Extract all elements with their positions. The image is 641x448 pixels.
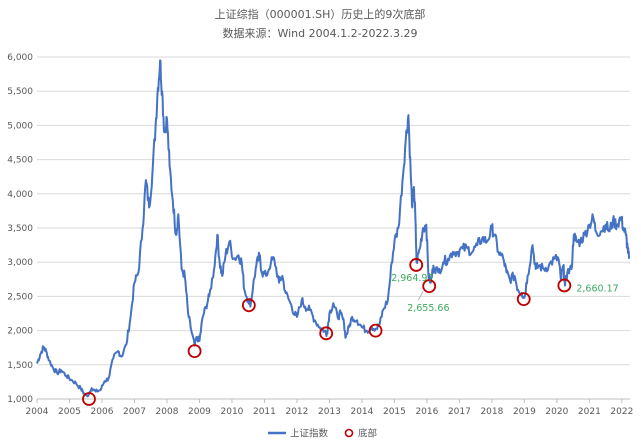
x-tick-label: 2014 (350, 407, 373, 417)
x-tick-label: 2019 (513, 407, 536, 417)
legend-label-marker: 底部 (358, 428, 377, 440)
bottom-marker (557, 278, 572, 293)
legend-marker-swatch (344, 428, 354, 438)
chart-subtitle: 数据来源：Wind 2004.1.2-2022.3.29 (222, 26, 417, 40)
x-tick-label: 2013 (318, 407, 341, 417)
bottom-markers (82, 258, 572, 406)
x-tick-label: 2011 (253, 407, 276, 417)
y-tick-label: 6,000 (7, 53, 33, 63)
y-tick-label: 1,000 (7, 395, 33, 405)
bottom-marker (409, 258, 424, 272)
x-tick-label: 2020 (545, 407, 568, 417)
x-tick-label: 2004 (26, 407, 49, 417)
y-tick-label: 5,500 (7, 87, 33, 97)
x-tick-label: 2012 (285, 407, 308, 417)
bottom-marker (516, 292, 531, 307)
bottom-marker (241, 298, 256, 313)
gridlines (37, 56, 630, 400)
y-tick-label: 4,500 (7, 156, 33, 166)
chart-title: 上证综指（000001.SH）历史上的9次底部 (215, 7, 426, 21)
x-tick-label: 2005 (58, 407, 81, 417)
x-tick-label: 2010 (221, 407, 244, 417)
annotation-label: 2,964.97 (391, 273, 433, 284)
x-axis: 2004 2005 2006 2007 2008 2009 2010 2011 2012 2013… (26, 398, 633, 417)
y-tick-label: 1,500 (7, 361, 33, 371)
bottom-marker (82, 392, 96, 406)
series-line-shanghai-index (36, 59, 630, 398)
bottom-marker (187, 344, 202, 359)
annotation-leader-line (417, 290, 424, 301)
x-tick-label: 2021 (578, 407, 601, 417)
x-tick-label: 2016 (415, 407, 438, 417)
annotation-label: 2,655.66 (407, 303, 449, 314)
bottom-marker (368, 323, 383, 338)
y-axis: 1,000 1,500 2,000 2,500 3,000 3,500 4,000 4,500… (7, 53, 33, 405)
x-tick-label: 2015 (383, 407, 406, 417)
y-tick-label: 2,500 (7, 292, 33, 302)
legend: 上证指数 底部 (268, 428, 377, 440)
legend-label-line: 上证指数 (290, 428, 329, 440)
y-tick-label: 3,000 (7, 258, 33, 268)
y-tick-label: 4,000 (7, 190, 33, 200)
bottom-marker (422, 279, 437, 294)
y-tick-label: 2,000 (7, 327, 33, 337)
annotation-label: 2,660.17 (576, 283, 618, 294)
x-tick-label: 2017 (448, 407, 471, 417)
bottom-marker (319, 326, 334, 341)
x-tick-label: 2008 (156, 407, 179, 417)
x-tick-label: 2009 (188, 407, 211, 417)
x-tick-label: 2022 (610, 407, 633, 417)
x-tick-label: 2006 (91, 407, 114, 417)
y-tick-label: 5,000 (7, 121, 33, 131)
annotations: 2,964.97 2,655.66 2,660.17 (391, 273, 618, 314)
x-tick-label: 2018 (480, 407, 503, 417)
y-tick-label: 3,500 (7, 224, 33, 234)
plot-area (36, 59, 630, 398)
x-tick-label: 2007 (123, 407, 146, 417)
